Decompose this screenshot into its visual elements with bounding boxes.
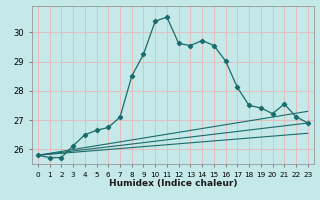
X-axis label: Humidex (Indice chaleur): Humidex (Indice chaleur) xyxy=(108,179,237,188)
